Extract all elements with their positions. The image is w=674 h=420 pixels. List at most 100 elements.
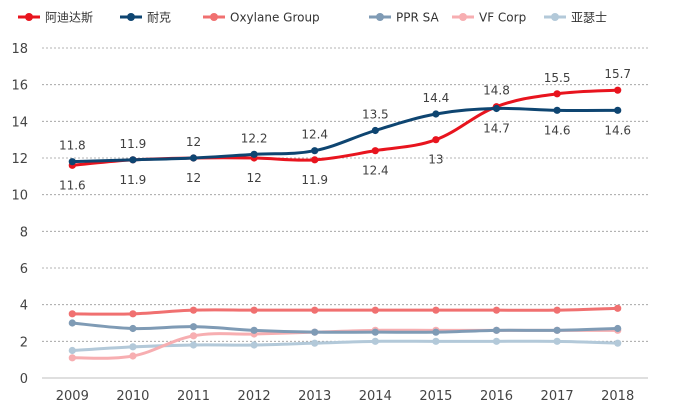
data-point <box>68 158 76 166</box>
data-point <box>68 354 76 362</box>
series-lines <box>68 86 622 362</box>
data-label: 12 <box>186 135 201 149</box>
data-point <box>371 306 379 314</box>
data-label: 11.9 <box>301 173 328 187</box>
data-point <box>189 323 198 331</box>
data-label: 14.8 <box>483 84 510 98</box>
data-label: 11.8 <box>59 139 86 153</box>
data-point <box>553 106 561 114</box>
data-point <box>614 86 622 94</box>
data-point <box>371 337 379 345</box>
data-label: 13 <box>428 153 443 167</box>
data-label: 12.2 <box>241 131 268 145</box>
legend-swatch-marker <box>127 13 135 21</box>
x-tick-label: 2013 <box>298 389 331 404</box>
data-point <box>614 304 622 312</box>
data-point <box>371 147 379 155</box>
data-point <box>68 346 76 355</box>
data-point <box>311 156 319 164</box>
series-line <box>70 306 620 316</box>
x-tick-label: 2009 <box>56 389 89 404</box>
legend-swatch-marker <box>551 13 559 21</box>
data-point <box>311 339 319 347</box>
data-point <box>553 90 561 98</box>
data-point <box>189 332 198 340</box>
gridlines <box>42 47 648 342</box>
data-label: 12 <box>246 171 261 185</box>
y-tick-label: 4 <box>20 299 28 314</box>
legend: 阿迪达斯 耐克 Oxylane Group PPR SA VF Corp 亚瑟士 <box>18 11 607 25</box>
data-point <box>250 306 258 314</box>
data-point <box>371 328 379 336</box>
data-label: 14.6 <box>604 123 631 137</box>
data-labels: 11.8 11.6 11.9 11.9 12 12 12.2 12 12.4 11.9 13.5 12… <box>59 67 631 192</box>
series-line <box>70 106 620 164</box>
data-label: 12.4 <box>362 164 389 178</box>
data-label: 15.5 <box>544 71 571 85</box>
data-point <box>311 147 319 155</box>
data-label: 11.9 <box>120 173 147 187</box>
y-tick-label: 6 <box>20 262 28 277</box>
data-label: 11.6 <box>59 178 86 192</box>
legend-swatch-marker <box>25 13 33 21</box>
data-point <box>432 328 440 336</box>
data-label: 12.4 <box>301 128 328 142</box>
series-line <box>70 328 620 360</box>
data-label: 12 <box>186 171 201 185</box>
legend-swatch-marker <box>376 13 384 21</box>
y-tick-label: 16 <box>11 79 28 94</box>
data-point <box>68 319 76 327</box>
y-axis: 0 2 4 6 8 10 12 14 16 18 <box>11 42 28 387</box>
data-label: 13.5 <box>362 108 389 122</box>
data-point <box>250 150 258 158</box>
x-tick-label: 2014 <box>359 389 392 404</box>
data-point <box>311 306 319 314</box>
data-point <box>432 306 440 314</box>
data-point <box>614 324 622 333</box>
data-point <box>492 104 501 113</box>
x-tick-label: 2015 <box>419 389 452 404</box>
y-tick-label: 10 <box>11 189 28 204</box>
legend-label: Oxylane Group <box>230 11 320 25</box>
x-tick-label: 2017 <box>541 389 574 404</box>
legend-swatch-marker <box>210 13 218 21</box>
data-point <box>189 154 198 162</box>
data-label: 14.6 <box>544 123 571 137</box>
data-point <box>129 156 137 164</box>
data-point <box>614 339 622 347</box>
data-point <box>432 136 440 144</box>
data-point <box>432 110 440 118</box>
data-point <box>492 326 501 334</box>
data-point <box>129 352 137 360</box>
data-point <box>129 324 137 333</box>
data-point <box>553 326 561 334</box>
y-tick-label: 2 <box>20 335 28 350</box>
y-tick-label: 14 <box>11 115 28 130</box>
data-point <box>553 306 561 314</box>
legend-label: 阿迪达斯 <box>45 11 93 25</box>
data-label: 11.9 <box>120 137 147 151</box>
data-point <box>371 126 379 135</box>
legend-label: VF Corp <box>479 11 526 25</box>
y-tick-label: 8 <box>20 225 28 240</box>
data-point <box>250 341 258 349</box>
data-point <box>189 306 198 314</box>
data-point <box>432 337 440 345</box>
x-tick-label: 2012 <box>238 389 271 404</box>
y-tick-label: 12 <box>11 152 28 167</box>
x-tick-label: 2010 <box>116 389 149 404</box>
x-axis: 2009 2010 2011 2012 2013 2014 2015 2016 2017 2018 <box>42 377 648 404</box>
data-point <box>129 310 137 318</box>
x-tick-label: 2011 <box>177 389 210 404</box>
data-point <box>129 343 137 351</box>
series-line <box>70 88 620 167</box>
x-tick-label: 2018 <box>601 389 634 404</box>
x-tick-label: 2016 <box>480 389 513 404</box>
y-tick-label: 0 <box>20 372 28 387</box>
data-label: 14.7 <box>483 122 510 136</box>
data-point <box>492 337 501 345</box>
data-point <box>68 310 76 318</box>
data-point <box>553 337 561 345</box>
y-tick-label: 18 <box>11 42 28 57</box>
